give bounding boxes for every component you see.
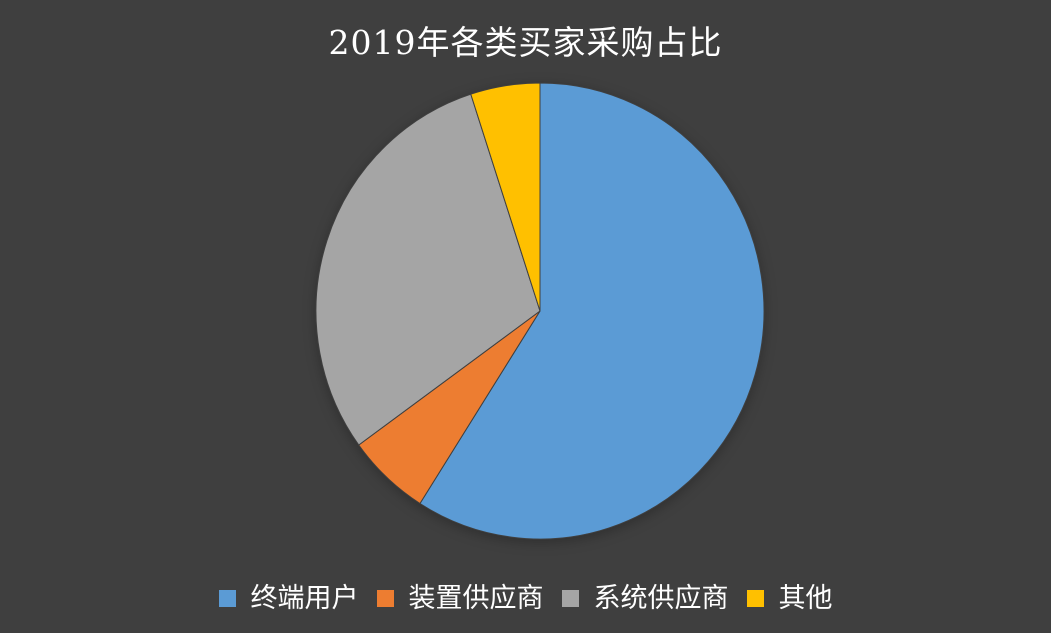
legend-swatch: [746, 589, 764, 607]
legend-label: 系统供应商: [593, 582, 729, 614]
legend-item: 系统供应商: [561, 582, 729, 614]
legend-item: 终端用户: [218, 582, 359, 614]
legend-swatch: [376, 589, 394, 607]
legend-label: 其他: [778, 582, 833, 614]
pie-slice-0: [419, 82, 765, 540]
chart-title: 2019年各类买家采购占比: [328, 23, 723, 62]
legend-item: 其他: [746, 582, 833, 614]
legend-swatch: [561, 589, 579, 607]
pie-slice-3: [470, 82, 541, 312]
legend: 终端用户 装置供应商 系统供应商 其他: [0, 580, 1051, 616]
legend-label: 装置供应商: [408, 582, 544, 614]
legend-item: 装置供应商: [376, 582, 544, 614]
legend-swatch: [218, 589, 236, 607]
pie-slice-2: [315, 93, 541, 446]
legend-label: 终端用户: [250, 582, 359, 614]
